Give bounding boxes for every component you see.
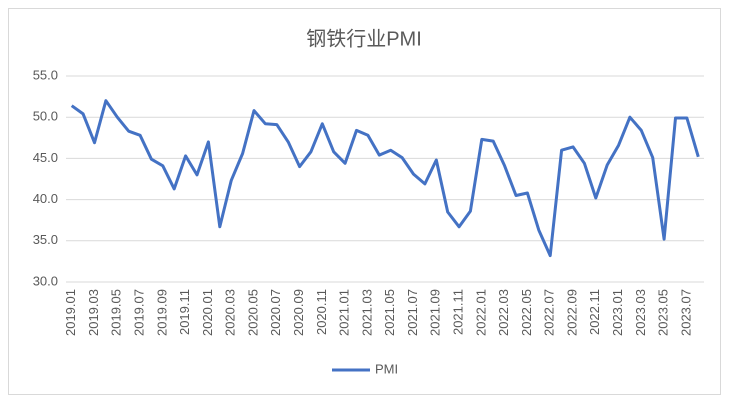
x-tick-label: 2022.05 <box>519 289 534 336</box>
x-tick-label: 2023.05 <box>656 289 671 336</box>
line-series <box>70 99 700 258</box>
y-tick-label: 30.0 <box>33 273 58 288</box>
y-tick-label: 55.0 <box>33 67 58 82</box>
x-tick-label: 2021.01 <box>337 289 352 336</box>
x-tick-label: 2023.01 <box>610 289 625 336</box>
x-tick-label: 2019.01 <box>63 289 78 336</box>
x-tick-label: 2019.03 <box>86 289 101 336</box>
y-tick-label: 50.0 <box>33 109 58 124</box>
chart-border <box>8 8 721 395</box>
x-tick-label: 2021.03 <box>359 289 374 336</box>
y-tick-label: 40.0 <box>33 191 58 206</box>
chart-title: 钢铁行业PMI <box>306 27 422 50</box>
x-tick-label: 2023.07 <box>678 289 693 336</box>
x-tick-label: 2021.05 <box>382 289 397 336</box>
x-tick-label: 2019.07 <box>131 289 146 336</box>
x-tick-label: 2020.09 <box>291 289 306 336</box>
legend-label: PMI <box>375 361 398 376</box>
x-tick-label: 2020.05 <box>245 289 260 336</box>
y-tick-label: 45.0 <box>33 150 58 165</box>
x-tick-label: 2022.03 <box>496 289 511 336</box>
x-tick-label: 2022.11 <box>587 289 602 335</box>
x-tick-label: 2022.01 <box>473 289 488 336</box>
x-tick-label: 2020.03 <box>223 289 238 336</box>
x-tick-label: 2023.03 <box>633 289 648 336</box>
x-tick-label: 2019.11 <box>177 289 192 335</box>
x-tick-label: 2019.09 <box>154 289 169 336</box>
x-tick-label: 2020.01 <box>200 289 215 336</box>
x-tick-label: 2020.07 <box>268 289 283 336</box>
x-tick-label: 2022.07 <box>542 289 557 336</box>
x-tick-label: 2022.09 <box>564 289 579 336</box>
x-tick-label: 2019.05 <box>109 289 124 336</box>
y-tick-label: 35.0 <box>33 232 58 247</box>
x-tick-label: 2021.09 <box>428 289 443 336</box>
x-tick-label: 2021.11 <box>450 289 465 335</box>
x-tick-label: 2021.07 <box>405 289 420 336</box>
x-tick-label: 2020.11 <box>314 289 329 335</box>
